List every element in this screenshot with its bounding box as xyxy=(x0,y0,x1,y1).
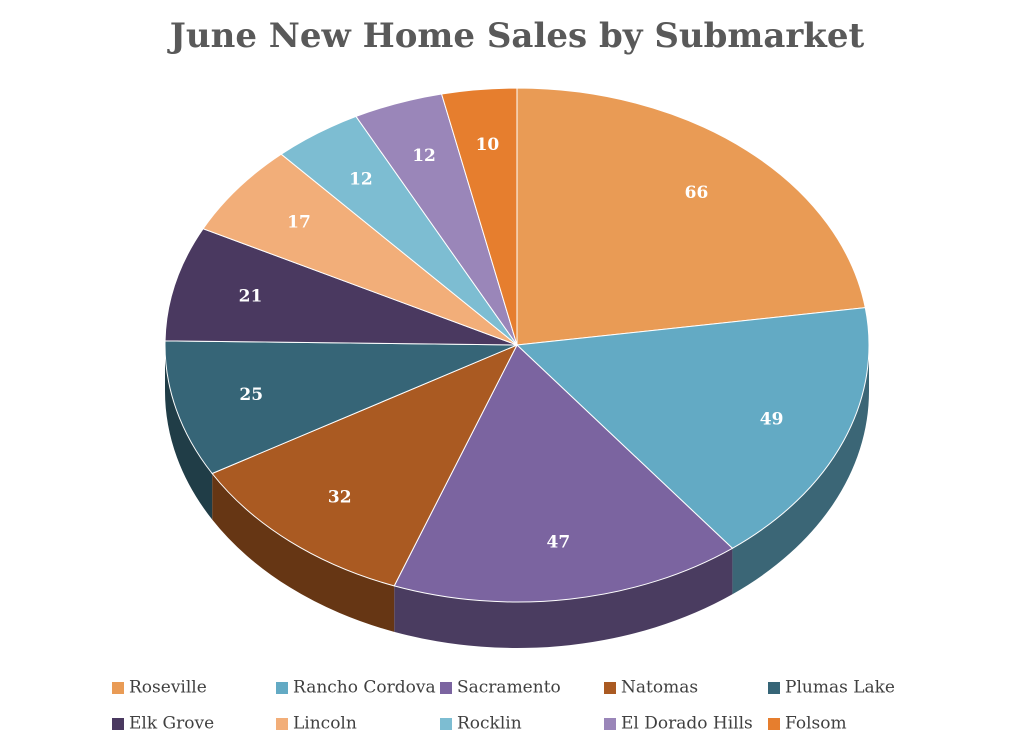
legend-swatch xyxy=(604,718,616,730)
legend-label: Roseville xyxy=(129,678,207,698)
legend-swatch xyxy=(112,718,124,730)
legend-label: Rocklin xyxy=(457,714,522,734)
data-label: 47 xyxy=(547,533,571,553)
legend-label: Sacramento xyxy=(457,678,561,698)
data-label: 32 xyxy=(328,488,352,508)
pie-slice xyxy=(393,344,734,603)
pie-slice xyxy=(202,153,518,346)
slice-side xyxy=(732,345,869,595)
pie-slice xyxy=(164,340,518,475)
legend-label: Plumas Lake xyxy=(785,678,895,698)
legend-swatch xyxy=(112,682,124,694)
pie-sides xyxy=(165,345,869,648)
data-label: 21 xyxy=(239,286,263,306)
legend-swatch xyxy=(440,682,452,694)
legend-label: Natomas xyxy=(621,678,698,698)
data-label: 17 xyxy=(287,213,311,233)
data-label: 12 xyxy=(349,170,373,190)
legend-label: Elk Grove xyxy=(129,714,214,734)
pie-labels: 66 49 47 32 25 21 17 12 12 10 xyxy=(239,135,784,552)
pie-slice xyxy=(516,87,866,346)
legend-swatch xyxy=(440,718,452,730)
legend-swatch xyxy=(276,682,288,694)
data-label: 10 xyxy=(476,135,500,155)
slice-side xyxy=(165,345,213,520)
slice-side xyxy=(394,548,733,648)
data-label: 12 xyxy=(412,146,436,166)
legend-swatch xyxy=(604,682,616,694)
legend-label: Folsom xyxy=(785,714,847,734)
slice-side xyxy=(212,473,395,632)
legend-swatch xyxy=(768,682,780,694)
legend-label: Lincoln xyxy=(293,714,357,734)
legend-label: Rancho Cordova xyxy=(293,678,436,698)
data-label: 66 xyxy=(685,183,709,203)
data-label: 25 xyxy=(239,385,263,405)
pie-slice xyxy=(211,344,519,587)
pie-slice xyxy=(164,228,518,346)
legend: Roseville Rancho Cordova Sacramento Natomas… xyxy=(112,678,895,734)
legend-label: El Dorado Hills xyxy=(621,714,753,734)
chart-title: June New Home Sales by Submarket xyxy=(167,16,865,56)
pie-slice xyxy=(440,87,518,346)
legend-swatch xyxy=(768,718,780,730)
pie-slice xyxy=(515,307,870,549)
legend-swatch xyxy=(276,718,288,730)
pie-tops xyxy=(164,87,870,603)
data-label: 49 xyxy=(760,409,784,429)
